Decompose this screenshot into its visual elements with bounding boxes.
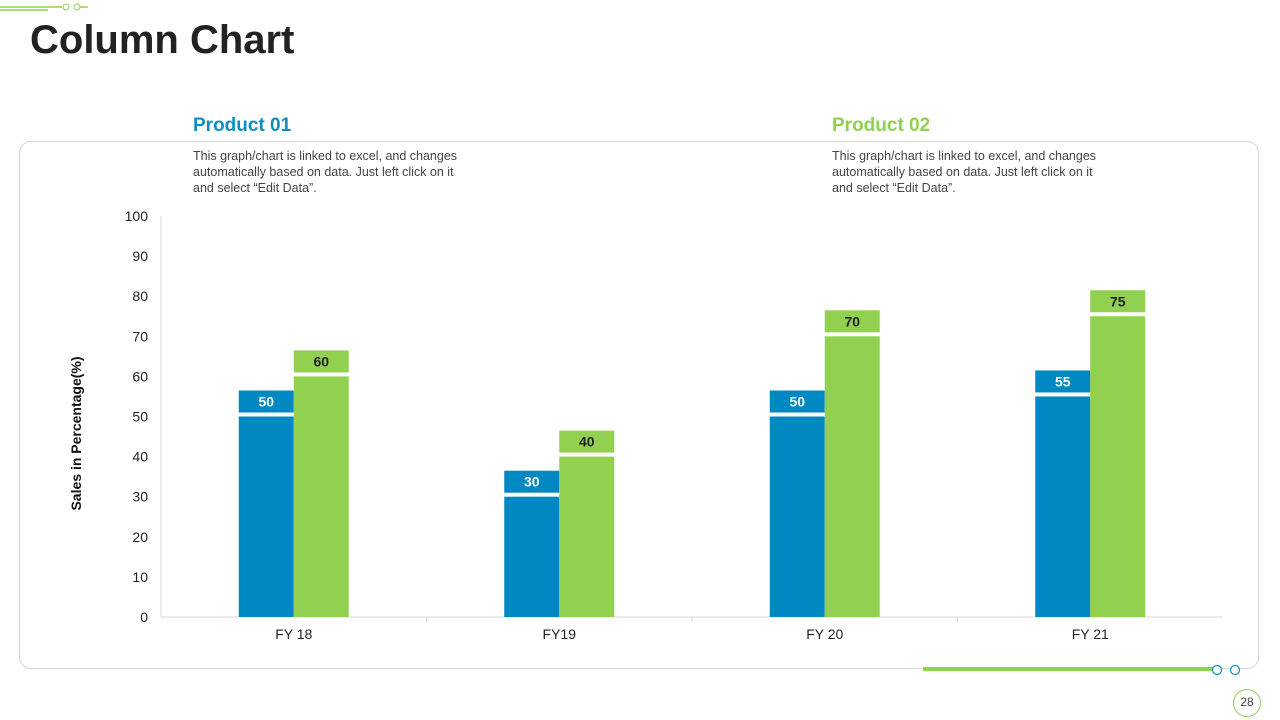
y-tick-label: 40 bbox=[132, 449, 148, 465]
data-label-box bbox=[293, 350, 349, 373]
page-title: Column Chart bbox=[30, 18, 295, 62]
top-decoration bbox=[0, 3, 88, 11]
bar-product-01 bbox=[769, 416, 825, 617]
bar-product-01 bbox=[238, 416, 294, 617]
data-label-box bbox=[504, 470, 560, 493]
data-label: 30 bbox=[524, 474, 540, 490]
y-tick-label: 0 bbox=[140, 609, 148, 625]
y-tick-label: 20 bbox=[132, 529, 148, 545]
data-label: 55 bbox=[1055, 373, 1071, 389]
product-02-heading: Product 02 bbox=[832, 115, 931, 136]
bar-product-01 bbox=[1035, 396, 1091, 617]
data-label: 70 bbox=[844, 313, 860, 329]
data-label: 40 bbox=[579, 434, 595, 450]
data-label-box bbox=[1090, 290, 1146, 313]
data-label: 50 bbox=[789, 394, 805, 410]
y-axis-label: Sales in Percentage(%) bbox=[68, 356, 84, 510]
data-label: 50 bbox=[258, 394, 274, 410]
x-tick-label: FY 18 bbox=[275, 626, 312, 642]
y-tick-label: 60 bbox=[132, 368, 148, 384]
x-tick-label: FY 21 bbox=[1072, 626, 1109, 642]
x-tick-label: FY19 bbox=[543, 626, 577, 642]
bar-product-01 bbox=[504, 496, 560, 617]
y-tick-label: 80 bbox=[132, 288, 148, 304]
data-label-box bbox=[824, 310, 880, 333]
bar-product-02 bbox=[1090, 316, 1146, 617]
y-tick-label: 100 bbox=[125, 208, 149, 224]
page-number: 28 bbox=[1233, 689, 1261, 717]
x-tick-label: FY 20 bbox=[806, 626, 843, 642]
product-02-description: This graph/chart is linked to excel, and… bbox=[832, 149, 1097, 195]
y-tick-label: 90 bbox=[132, 248, 148, 264]
bar-product-02 bbox=[824, 336, 880, 617]
bar-product-02 bbox=[559, 456, 615, 617]
y-tick-label: 50 bbox=[132, 409, 148, 425]
y-tick-label: 30 bbox=[132, 489, 148, 505]
data-label-box bbox=[1035, 370, 1091, 393]
product-01-description: This graph/chart is linked to excel, and… bbox=[193, 149, 458, 195]
product-01-heading: Product 01 bbox=[193, 115, 292, 136]
data-label: 75 bbox=[1110, 293, 1126, 309]
data-label-box bbox=[769, 390, 825, 413]
data-label-box bbox=[559, 430, 615, 453]
bar-product-02 bbox=[293, 376, 349, 617]
bottom-decoration bbox=[923, 664, 1241, 676]
data-label-box bbox=[238, 390, 294, 413]
y-tick-label: 10 bbox=[132, 569, 148, 585]
data-label: 60 bbox=[313, 353, 329, 369]
y-tick-label: 70 bbox=[132, 328, 148, 344]
